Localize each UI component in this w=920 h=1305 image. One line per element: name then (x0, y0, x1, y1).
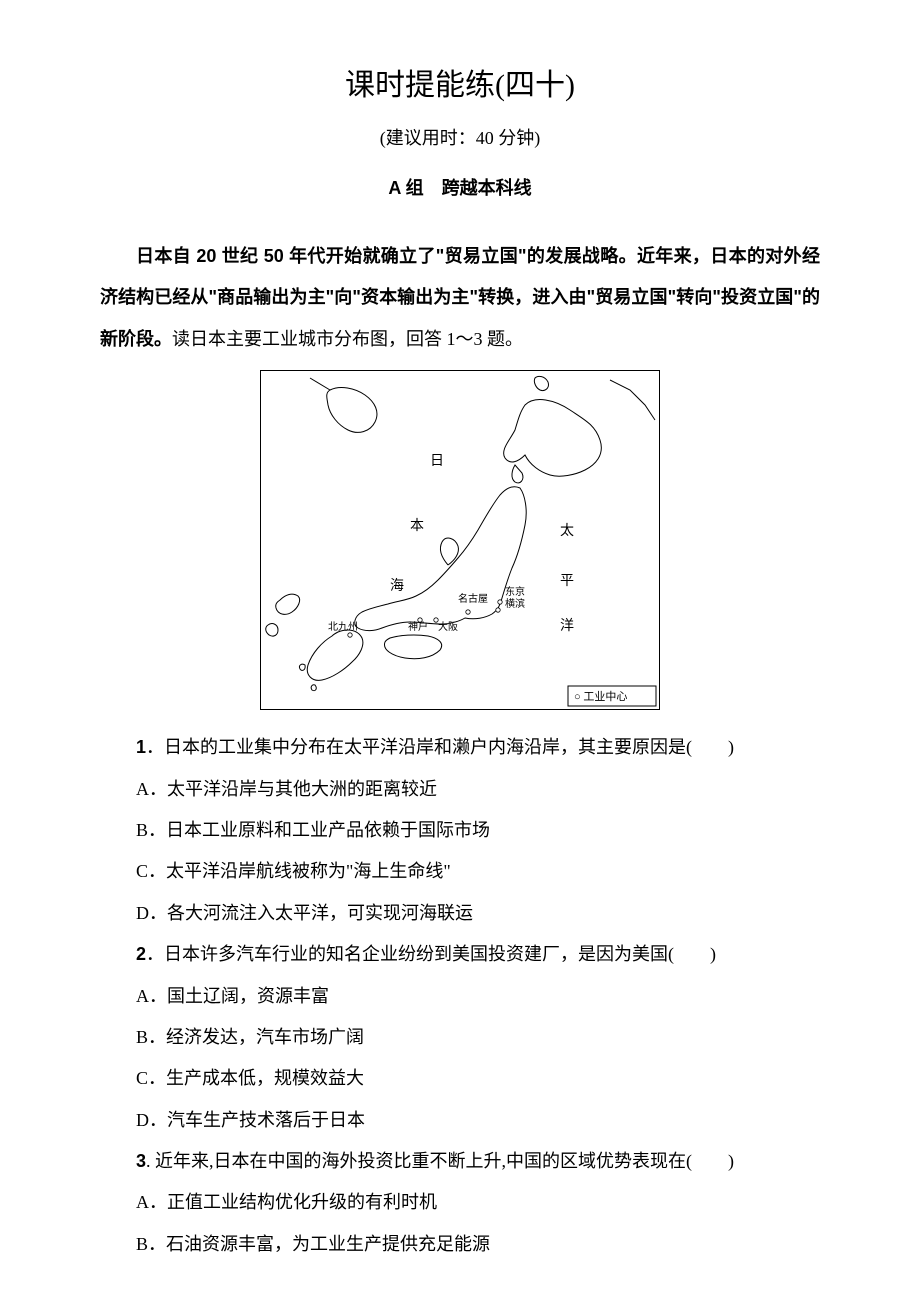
question-2: 2．日本许多汽车行业的知名企业纷纷到美国投资建厂，是因为美国( ) (100, 934, 820, 975)
question-number: 3 (136, 1151, 146, 1171)
group-label: A 组 跨越本科线 (100, 174, 820, 200)
question-1: 1．日本的工业集中分布在太平洋沿岸和濑户内海沿岸，其主要原因是( ) (100, 727, 820, 768)
city-marker (498, 600, 502, 604)
japan-map-svg: 日本海 太平洋 东京横滨 名古屋大阪神户 北九州 ○ 工业中心 (260, 370, 660, 710)
city-label: 大阪 (438, 620, 458, 633)
question-2-option-B: B．经济发达，汽车市场广阔 (100, 1017, 820, 1058)
legend-text: ○ 工业中心 (574, 690, 627, 703)
question-3-option-A: A．正值工业结构优化升级的有利时机 (100, 1182, 820, 1223)
document-page: 课时提能练(四十) (建议用时：40 分钟) A 组 跨越本科线 日本自 20 … (0, 0, 920, 1305)
question-1-option-C: C．太平洋沿岸航线被称为"海上生命线" (100, 851, 820, 892)
sea-label: 日 (430, 454, 444, 469)
city-marker (496, 608, 500, 612)
city-marker (348, 633, 352, 637)
questions-container: 1．日本的工业集中分布在太平洋沿岸和濑户内海沿岸，其主要原因是( )A．太平洋沿… (100, 727, 820, 1265)
city-label: 神户 (408, 620, 428, 633)
sea-label: 平 (560, 574, 574, 589)
question-2-option-D: D．汽车生产技术落后于日本 (100, 1100, 820, 1141)
sea-label: 本 (410, 518, 424, 534)
question-text: ．日本的工业集中分布在太平洋沿岸和濑户内海沿岸，其主要原因是( ) (146, 737, 734, 757)
sea-label: 太 (560, 523, 574, 539)
city-label: 名古屋 (458, 592, 488, 605)
city-label: 东京 (505, 585, 525, 598)
question-3: 3. 近年来,日本在中国的海外投资比重不断上升,中国的区域优势表现在( ) (100, 1141, 820, 1182)
question-number: 2 (136, 944, 146, 964)
page-title: 课时提能练(四十) (100, 60, 820, 104)
intro-paragraph: 日本自 20 世纪 50 年代开始就确立了"贸易立国"的发展战略。近年来，日本的… (100, 236, 820, 360)
question-2-option-A: A．国土辽阔，资源丰富 (100, 976, 820, 1017)
question-3-option-B: B．石油资源丰富，为工业生产提供充足能源 (100, 1224, 820, 1265)
question-text: . 近年来,日本在中国的海外投资比重不断上升,中国的区域优势表现在( ) (146, 1151, 734, 1171)
intro-plain-text: 读日本主要工业城市分布图，回答 1～3 题。 (172, 329, 523, 349)
question-1-option-A: A．太平洋沿岸与其他大洲的距离较近 (100, 769, 820, 810)
city-marker (466, 610, 470, 614)
sea-label: 洋 (560, 618, 574, 634)
question-1-option-B: B．日本工业原料和工业产品依赖于国际市场 (100, 810, 820, 851)
question-2-option-C: C．生产成本低，规模效益大 (100, 1058, 820, 1099)
question-1-option-D: D．各大河流注入太平洋，可实现河海联运 (100, 893, 820, 934)
question-number: 1 (136, 737, 146, 757)
time-suggestion: (建议用时：40 分钟) (100, 124, 820, 150)
city-label: 横滨 (505, 597, 525, 610)
japan-map-figure: 日本海 太平洋 东京横滨 名古屋大阪神户 北九州 ○ 工业中心 (100, 370, 820, 715)
question-text: ．日本许多汽车行业的知名企业纷纷到美国投资建厂，是因为美国( ) (146, 944, 716, 964)
sea-label: 海 (390, 578, 404, 594)
city-label: 北九州 (328, 621, 358, 633)
